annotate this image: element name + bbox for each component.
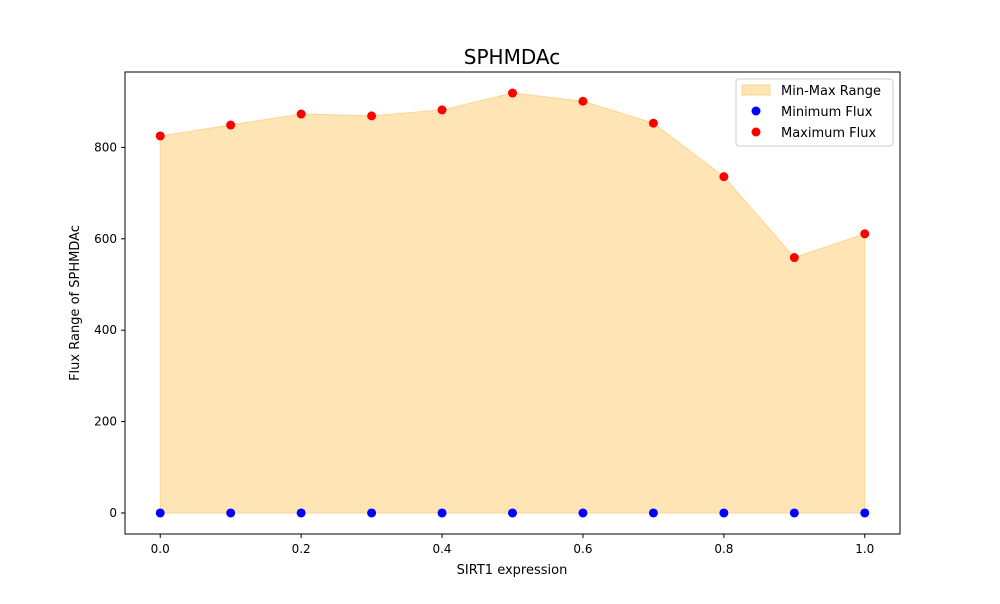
y-axis: 0 200 400 600 800 — [94, 140, 125, 520]
maximum-flux-point — [437, 105, 447, 115]
maximum-flux-point — [860, 229, 870, 239]
minimum-flux-point — [719, 508, 729, 518]
minimum-flux-point — [155, 508, 165, 518]
minimum-flux-point — [226, 508, 236, 518]
chart-title: SPHMDAc — [464, 45, 560, 69]
minimum-flux-point — [860, 508, 870, 518]
y-tick-label: 400 — [94, 323, 117, 337]
maximum-flux-point — [367, 111, 377, 121]
minimum-flux-point — [789, 508, 799, 518]
x-tick-label: 0.4 — [432, 542, 451, 556]
x-tick-label: 1.0 — [855, 542, 874, 556]
minimum-flux-point — [296, 508, 306, 518]
legend-label-maximum-flux: Maximum Flux — [781, 126, 877, 141]
legend-swatch-min-max-range — [741, 84, 771, 96]
legend: Min-Max Range Minimum Flux Maximum Flux — [735, 78, 894, 147]
y-tick-label: 0 — [109, 506, 117, 520]
maximum-flux-point — [508, 88, 517, 98]
y-axis-label: Flux Range of SPHMDAc — [68, 225, 83, 381]
maximum-flux-point — [719, 172, 729, 182]
minimum-flux-point — [437, 508, 447, 518]
maximum-flux-point — [155, 131, 165, 141]
y-tick-label: 600 — [94, 232, 117, 246]
x-tick-label: 0.8 — [714, 542, 733, 556]
legend-frame — [735, 78, 894, 147]
maximum-flux-point — [578, 96, 588, 106]
maximum-flux-point — [648, 118, 658, 128]
x-tick-label: 0.0 — [151, 542, 170, 556]
legend-marker-minimum-flux — [751, 106, 761, 116]
x-axis: 0.0 0.2 0.4 0.6 0.8 1.0 — [151, 534, 874, 556]
maximum-flux-point — [226, 120, 236, 130]
maximum-flux-point — [296, 109, 306, 119]
minimum-flux-point — [367, 508, 377, 518]
y-tick-label: 800 — [94, 140, 117, 154]
minimum-flux-point — [578, 508, 588, 518]
minimum-flux-point — [508, 508, 517, 518]
y-tick-label: 200 — [94, 415, 117, 429]
plot-area — [155, 88, 870, 518]
maximum-flux-point — [789, 253, 799, 263]
x-tick-label: 0.2 — [292, 542, 311, 556]
legend-marker-maximum-flux — [751, 127, 761, 137]
axes-frame — [124, 71, 901, 535]
x-tick-label: 0.6 — [573, 542, 592, 556]
x-axis-label: SIRT1 expression — [457, 563, 568, 578]
minimum-flux-point — [648, 508, 658, 518]
legend-label-minimum-flux: Minimum Flux — [781, 105, 873, 120]
legend-label-min-max-range: Min-Max Range — [781, 84, 881, 99]
